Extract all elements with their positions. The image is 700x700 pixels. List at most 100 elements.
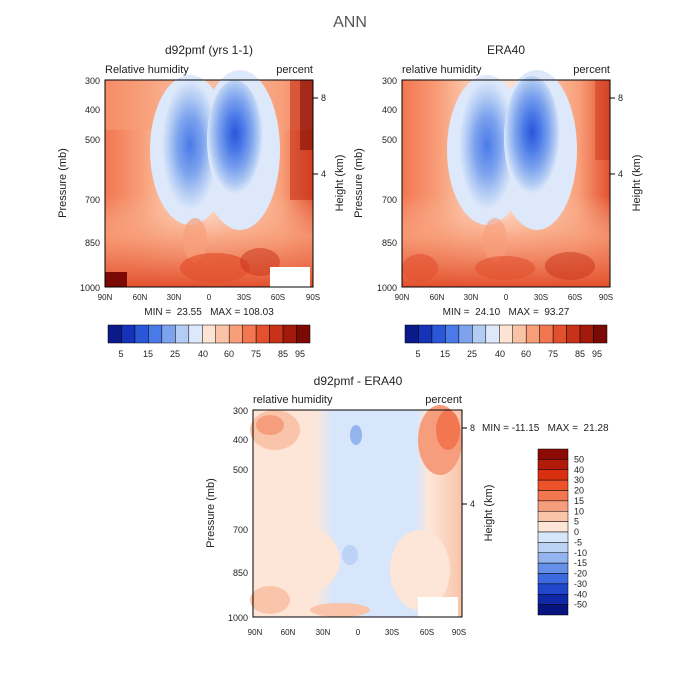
panel-obs-y-ticks: 300 400 500 700 850 1000: [377, 76, 397, 293]
colorbar-swatch: [537, 604, 569, 616]
x-tick-label: 60N: [133, 293, 148, 302]
y-tick-label: 1000: [228, 613, 248, 623]
y-tick-label: 300: [85, 76, 100, 86]
colorbar-label: 40: [198, 349, 208, 359]
y-right-tick-label: 4: [321, 169, 326, 179]
colorbar-swatch: [537, 448, 569, 460]
y-tick-label: 1000: [80, 283, 100, 293]
panel-model-x-ticks: 90N 60N 30N 0 30S 60S 90S: [98, 293, 320, 302]
y-tick-label: 300: [382, 76, 397, 86]
y-tick-label: 850: [382, 238, 397, 248]
colorbar-label: 0: [574, 527, 579, 537]
colorbar-label: 60: [224, 349, 234, 359]
panel-model-title: d92pmf (yrs 1-1): [165, 43, 253, 57]
colorbar-label: 5: [574, 517, 579, 527]
y-tick-label: 400: [85, 105, 100, 115]
panel-obs-stats: MIN = 24.10 MAX = 93.27: [443, 307, 570, 318]
colorbar-swatch: [134, 324, 149, 344]
y-right-tick-label: 8: [321, 93, 326, 103]
y-tick-label: 400: [382, 105, 397, 115]
x-tick-label: 90S: [306, 293, 320, 302]
panel-obs: ERA40 relative humidity percent 300 400 …: [353, 43, 643, 359]
colorbar-swatch: [485, 324, 500, 344]
colorbar-swatch: [566, 324, 581, 344]
colorbar-swatch: [175, 324, 190, 344]
panel-diff-frame: [252, 409, 463, 618]
colorbar-swatch: [499, 324, 513, 344]
colorbar-label: -30: [574, 579, 587, 589]
colorbar-label: 75: [251, 349, 261, 359]
colorbar-swatch: [296, 324, 311, 344]
y-tick-label: 1000: [377, 283, 397, 293]
colorbar-label: 25: [170, 349, 180, 359]
page-title: ANN: [333, 14, 367, 31]
panel-diff-x-ticks: 90N 60N 30N 0 30S 60S 90S: [248, 628, 466, 637]
colorbar-swatch: [537, 469, 569, 481]
panel-model-subtitle-right: percent: [276, 64, 313, 76]
colorbar-label: 15: [440, 349, 450, 359]
colorbar-swatch: [593, 324, 608, 344]
panel-obs-title: ERA40: [487, 43, 525, 57]
x-tick-label: 60N: [430, 293, 445, 302]
colorbar-label: -10: [574, 548, 587, 558]
colorbar-label: -15: [574, 558, 587, 568]
colorbar-label: 60: [521, 349, 531, 359]
panel-obs-ylabel: Pressure (mb): [353, 148, 365, 218]
panel-model-right-ticks: 8 4: [313, 93, 326, 179]
panel-diff-y-ticks: 300 400 500 700 850 1000: [228, 406, 248, 623]
colorbar-swatch: [215, 324, 230, 344]
colorbar-swatch: [537, 562, 569, 574]
colorbar-swatch: [431, 324, 446, 344]
panel-diff: d92pmf - ERA40 relative humidity percent…: [205, 374, 609, 637]
colorbar-swatch: [418, 324, 433, 344]
colorbar-swatch: [537, 594, 569, 605]
colorbar-swatch: [579, 324, 594, 344]
colorbar-label: 95: [592, 349, 602, 359]
colorbar-swatch: [537, 552, 569, 564]
y-right-tick-label: 4: [618, 169, 623, 179]
colorbar-label: 75: [548, 349, 558, 359]
panel-obs-right-ticks: 8 4: [610, 93, 623, 179]
x-tick-label: 30N: [316, 628, 331, 637]
panel-obs-colorbar: 5 15 25 40 60 75 85 95: [404, 324, 608, 359]
y-tick-label: 300: [233, 406, 248, 416]
x-tick-label: 60N: [281, 628, 296, 637]
colorbar-swatch: [537, 521, 569, 533]
colorbar-label: 40: [495, 349, 505, 359]
panel-diff-ylabel-right: Height (km): [483, 485, 495, 542]
x-tick-label: 60S: [568, 293, 582, 302]
colorbar-swatch: [525, 324, 540, 344]
colorbar-swatch: [228, 324, 243, 344]
y-tick-label: 850: [233, 568, 248, 578]
colorbar-label: 25: [467, 349, 477, 359]
colorbar-swatch: [148, 324, 163, 344]
x-tick-label: 90N: [248, 628, 263, 637]
colorbar-label: -20: [574, 569, 587, 579]
colorbar-swatch: [188, 324, 203, 344]
colorbar-label: 15: [574, 496, 584, 506]
colorbar-swatch: [539, 324, 554, 344]
y-tick-label: 700: [85, 195, 100, 205]
colorbar-label: 85: [575, 349, 585, 359]
x-tick-label: 0: [207, 293, 212, 302]
y-right-tick-label: 8: [618, 93, 623, 103]
colorbar-swatch: [552, 324, 567, 344]
colorbar-swatch: [282, 324, 297, 344]
panel-diff-ylabel: Pressure (mb): [205, 478, 217, 548]
panel-model-subtitle-left: Relative humidity: [105, 64, 189, 76]
x-tick-label: 90N: [98, 293, 113, 302]
colorbar-swatch: [537, 573, 569, 585]
colorbar-swatch: [537, 500, 569, 512]
colorbar-swatch: [537, 490, 569, 502]
panel-diff-plot-area: [250, 405, 462, 617]
colorbar-label: 5: [118, 349, 123, 359]
y-right-tick-label: 8: [470, 423, 475, 433]
y-right-tick-label: 4: [470, 499, 475, 509]
x-tick-label: 30S: [385, 628, 399, 637]
panel-model-ylabel: Pressure (mb): [57, 148, 69, 218]
colorbar-swatch: [242, 324, 257, 344]
colorbar-swatch: [512, 324, 527, 344]
x-tick-label: 30S: [237, 293, 251, 302]
